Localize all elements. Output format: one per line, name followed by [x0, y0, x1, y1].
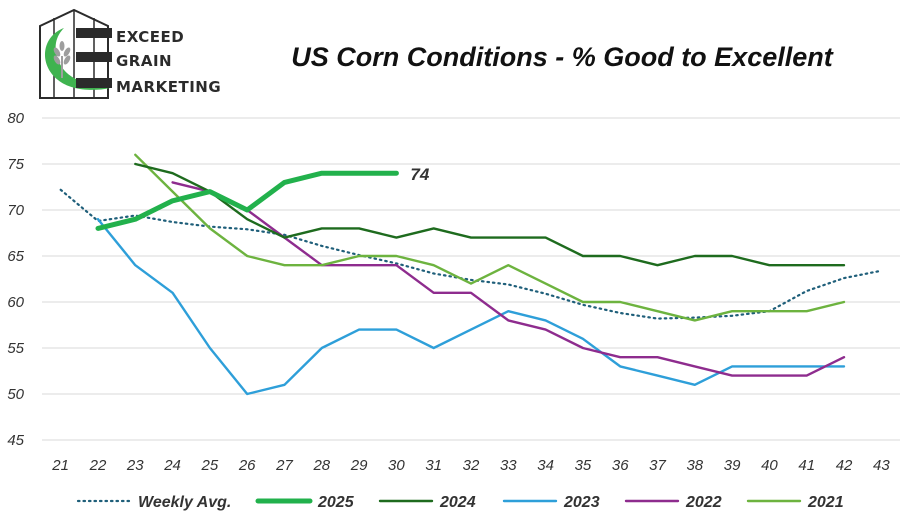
x-tick-label: 29 [350, 457, 368, 474]
series-line-2023 [96, 217, 846, 396]
x-tick-label: 33 [500, 457, 517, 474]
x-tick-label: 43 [873, 457, 890, 474]
chart-title: US Corn Conditions - % Good to Excellent [291, 42, 833, 72]
x-tick-label: 36 [612, 457, 629, 474]
legend-label: 2024 [439, 494, 476, 511]
x-tick-label: 42 [836, 457, 853, 474]
series-line-2024 [134, 162, 846, 267]
x-tick-label: 41 [798, 457, 815, 474]
y-tick-label: 75 [7, 156, 24, 173]
y-tick-label: 45 [7, 432, 24, 449]
grain-silo-wheat-icon [39, 8, 112, 99]
series-line-2022 [171, 181, 846, 377]
legend-label: 2025 [317, 494, 355, 511]
company-logo: EXCEED GRAIN MARKETING [34, 6, 221, 102]
series-line-weekly-avg [59, 188, 883, 320]
y-tick-label: 80 [7, 110, 24, 127]
data-label-2025-last: 74 [410, 165, 429, 184]
logo-text-line2: GRAIN [116, 52, 173, 70]
y-tick-label: 55 [7, 340, 24, 357]
x-tick-label: 40 [761, 457, 778, 474]
y-tick-label: 65 [7, 248, 24, 265]
legend-label: 2023 [563, 494, 600, 511]
x-tick-label: 34 [537, 457, 554, 474]
logo-text-line3: MARKETING [116, 78, 222, 96]
x-tick-label: 23 [126, 457, 144, 474]
y-tick-label: 50 [7, 386, 24, 403]
x-tick-label: 28 [312, 457, 330, 474]
x-tick-label: 35 [575, 457, 592, 474]
series-line-2025 [95, 170, 399, 231]
y-tick-label: 70 [7, 202, 24, 219]
legend-label: Weekly Avg. [138, 494, 231, 511]
x-tick-label: 21 [51, 457, 69, 474]
y-tick-label: 60 [7, 294, 24, 311]
x-tick-label: 32 [463, 457, 480, 474]
x-tick-label: 22 [89, 457, 107, 474]
legend-label: 2022 [685, 494, 722, 511]
legend-label: 2021 [807, 494, 844, 511]
series-line-2021 [134, 153, 846, 322]
x-tick-label: 24 [163, 457, 181, 474]
x-tick-label: 37 [649, 457, 666, 474]
x-tick-label: 26 [238, 457, 256, 474]
x-tick-label: 25 [201, 457, 219, 474]
x-tick-label: 31 [425, 457, 442, 474]
logo-text-line1: EXCEED [116, 28, 185, 46]
x-tick-label: 27 [275, 457, 293, 474]
x-tick-label: 39 [724, 457, 741, 474]
x-tick-label: 30 [388, 457, 405, 474]
x-tick-label: 38 [686, 457, 703, 474]
